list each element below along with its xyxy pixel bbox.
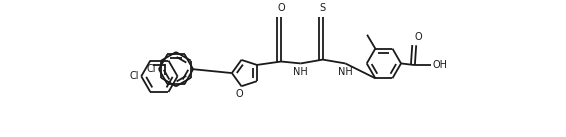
Text: O: O [277, 3, 285, 13]
Text: O: O [415, 32, 422, 42]
Text: Cl: Cl [147, 64, 156, 74]
Text: NH: NH [338, 67, 353, 77]
Text: Cl: Cl [129, 71, 139, 81]
Text: S: S [320, 3, 326, 13]
Text: OH: OH [433, 60, 448, 70]
Text: NH: NH [293, 67, 308, 77]
Text: O: O [236, 89, 243, 99]
